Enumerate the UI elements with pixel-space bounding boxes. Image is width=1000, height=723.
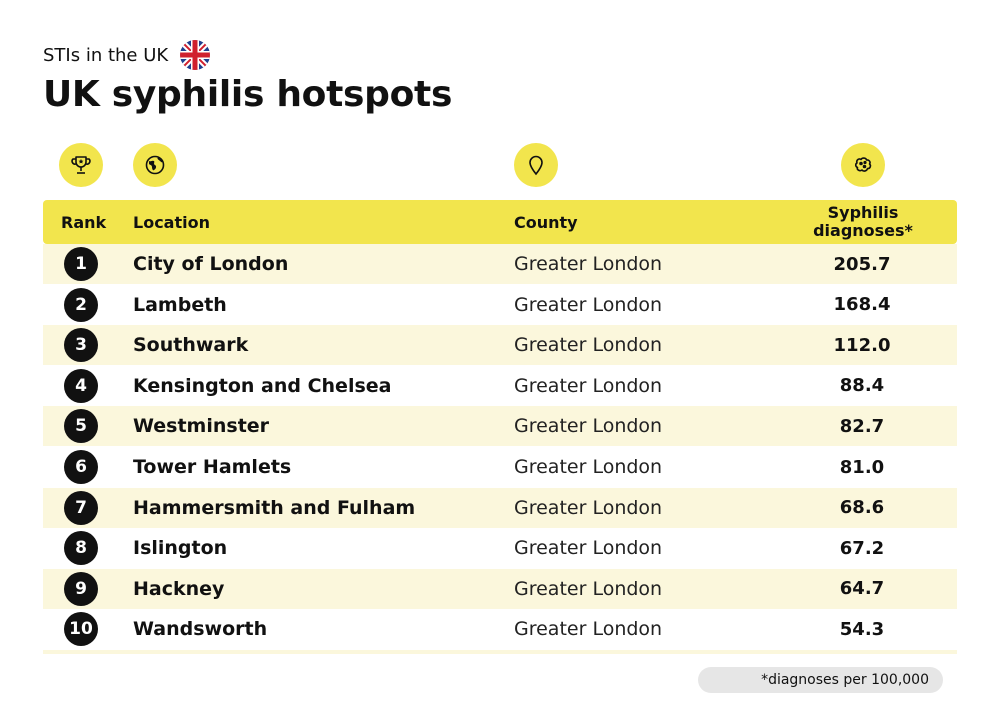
table-row: 5 Westminster Greater London 82.7 [43,406,957,447]
header-location: Location [133,212,210,232]
table-row: 10 Wandsworth Greater London 54.3 [43,609,957,650]
value-cell: 54.3 [839,618,885,640]
value-cell: 81.0 [839,456,885,478]
table-row: 8 Islington Greater London 67.2 [43,528,957,569]
location-cell: Southwark [133,334,249,357]
globe-icon [133,143,177,187]
rank-badge: 5 [64,409,98,444]
county-cell: Greater London [514,334,663,357]
rank-badge: 2 [64,287,98,322]
location-cell: Wandsworth [133,618,268,641]
value-cell: 168.4 [833,294,891,316]
table-row: 7 Hammersmith and Fulham Greater London … [43,487,957,528]
table-header: Rank Location County Syphilis diagnoses* [43,200,957,244]
location-cell: Islington [133,537,228,560]
county-cell: Greater London [514,577,663,600]
rank-badge: 7 [64,490,98,525]
uk-flag-icon [180,40,211,70]
value-cell: 88.4 [839,375,885,397]
kicker-text: STIs in the UK [43,44,169,66]
location-cell: Tower Hamlets [133,456,292,478]
county-cell: Greater London [514,415,663,438]
location-cell: Hackney [133,577,225,600]
county-cell: Greater London [514,537,663,560]
header-diagnoses-line1: Syphilis [827,203,899,222]
county-cell: Greater London [514,456,663,478]
county-cell: Greater London [514,374,663,397]
county-cell: Greater London [514,253,663,275]
value-cell: 67.2 [839,537,885,559]
footnote: *diagnoses per 100,000 [698,667,943,693]
value-cell: 64.7 [839,578,885,600]
table-row: 2 Lambeth Greater London 168.4 [43,284,957,325]
location-cell: Kensington and Chelsea [133,374,392,397]
rank-badge: 10 [64,612,98,647]
table-row: 9 Hackney Greater London 64.7 [43,568,957,609]
rank-badge: 1 [64,247,98,281]
county-cell: Greater London [514,618,663,641]
value-cell: 112.0 [833,334,891,356]
bacteria-icon [841,143,885,187]
header-diagnoses: Syphilis diagnoses* [803,200,923,244]
header-county: County [514,212,578,232]
table-row: 3 Southwark Greater London 112.0 [43,325,957,366]
rank-badge: 8 [64,531,98,566]
rank-badge: 4 [64,368,98,403]
location-pin-icon [514,143,558,187]
table-row: 4 Kensington and Chelsea Greater London … [43,365,957,406]
county-cell: Greater London [514,496,663,519]
table-row: 6 Tower Hamlets Greater London 81.0 [43,447,957,487]
header-diagnoses-line2: diagnoses* [813,221,913,240]
value-cell: 68.6 [839,497,885,519]
kicker: STIs in the UK [43,40,211,70]
trophy-icon [59,143,103,187]
rank-badge: 3 [64,328,98,363]
header-rank: Rank [61,212,107,232]
location-cell: Lambeth [133,293,227,316]
value-cell: 82.7 [839,415,885,437]
location-cell: City of London [133,253,289,275]
rank-badge: 9 [64,571,98,606]
location-cell: Westminster [133,415,270,438]
county-cell: Greater London [514,293,663,316]
location-cell: Hammersmith and Fulham [133,496,416,519]
rank-badge: 6 [64,450,98,484]
table-row: 1 City of London Greater London 205.7 [43,244,957,284]
page-title: UK syphilis hotspots [43,74,453,115]
table-bottom-rule [43,650,957,654]
value-cell: 205.7 [833,253,891,275]
